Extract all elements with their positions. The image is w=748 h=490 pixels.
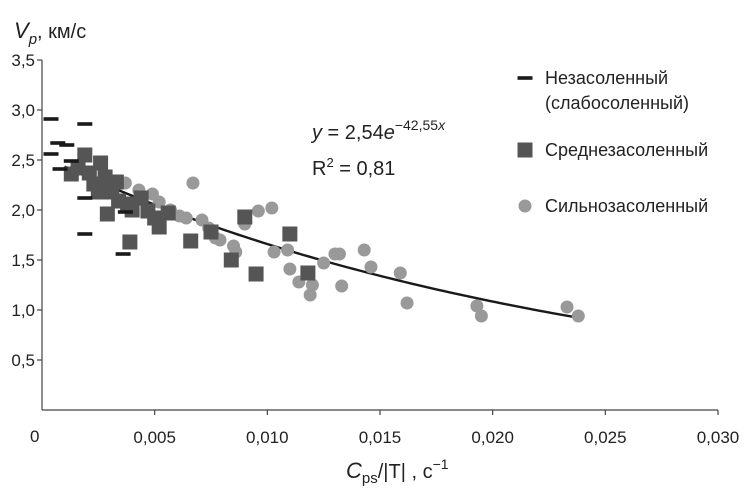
data-point-square-9: [108, 174, 124, 190]
r-squared-sup: 2: [326, 155, 333, 170]
data-point-square-19: [160, 205, 176, 221]
data-point-dash-9: [117, 210, 133, 214]
data-point-circle-19: [283, 262, 297, 276]
data-point-dash-4: [43, 152, 59, 156]
x-tick-label-2: 0,015: [359, 428, 402, 447]
data-point-circle-31: [470, 299, 484, 313]
data-point-dash-6: [63, 159, 79, 163]
y-axis-label-rest: , км/с: [37, 21, 86, 43]
data-point-square-1: [70, 160, 86, 176]
r-squared-value: = 0,81: [334, 158, 396, 180]
legend: Незасоленный (слабосоленный) Среднезасолен…: [517, 68, 708, 216]
data-point-circle-22: [305, 278, 319, 292]
legend-label-dash-1: (слабосоленный): [545, 93, 689, 113]
data-point-circle-33: [560, 300, 574, 314]
trend-equation-exp-var: x: [437, 117, 446, 133]
y-tick-label-2: 1,5: [11, 251, 35, 270]
data-point-square-23: [223, 252, 239, 268]
y-tick-label-1: 1,0: [11, 301, 35, 320]
legend-marker-dash: [517, 76, 533, 80]
x-tick-label-1: 0,010: [246, 428, 289, 447]
y-axis-label-sub: p: [28, 31, 37, 48]
data-point-circle-17: [267, 245, 281, 259]
data-point-square-18: [151, 219, 167, 235]
data-point-square-15: [133, 190, 149, 206]
data-point-square-2: [77, 147, 93, 163]
data-point-circle-29: [393, 266, 407, 280]
y-tick-label-3: 2,0: [11, 201, 35, 220]
y-tick-label-0: 0,5: [11, 351, 35, 370]
data-point-circle-26: [332, 247, 346, 261]
legend-label-circle: Сильнозасоленный: [545, 196, 708, 216]
data-point-circle-34: [571, 309, 585, 323]
data-point-circle-32: [474, 309, 488, 323]
x-tick-label-4: 0,025: [584, 428, 627, 447]
data-point-square-22: [203, 224, 219, 240]
data-point-square-10: [90, 184, 106, 200]
data-point-dash-5: [52, 167, 68, 171]
x-axis-label: Cps/|T| , с−1: [346, 456, 449, 487]
x-axis-label-sup: −1: [433, 456, 449, 472]
data-point-square-21: [183, 233, 199, 249]
y-axis-label: Vp, км/с: [14, 18, 86, 48]
x-tick-label-3: 0,020: [471, 428, 514, 447]
legend-marker-square: [517, 142, 533, 158]
data-point-square-5: [93, 155, 109, 171]
data-point-circle-7: [186, 176, 200, 190]
data-point-circle-25: [335, 279, 349, 293]
data-point-circle-27: [357, 243, 371, 257]
x-axis-label-mid: /|T| , с: [378, 461, 433, 483]
r-squared: R2 = 0,81: [312, 155, 395, 180]
trend-equation-equals: = 2,54: [322, 122, 384, 144]
trend-equation-y: y: [310, 122, 323, 144]
tick-labels: 0,005 0,010 0,015 0,020 0,025 0,030 0,5 1,0 1,5 2…: [11, 51, 739, 447]
x-axis-label-sub: ps: [362, 470, 378, 487]
data-point-circle-21: [303, 288, 317, 302]
y-tick-label-4: 2,5: [11, 151, 35, 170]
x-axis-label-main: C: [346, 458, 362, 483]
data-point-square-27: [300, 265, 316, 281]
series-circle: [118, 176, 585, 323]
data-point-circle-28: [364, 260, 378, 274]
x-tick-label-0: 0,005: [133, 428, 176, 447]
x-tick-label-5: 0,030: [697, 428, 740, 447]
data-point-dash-3: [59, 143, 75, 147]
data-point-circle-6: [179, 211, 193, 225]
trend-equation: y = 2,54e−42,55x: [310, 117, 446, 144]
data-point-dash-1: [77, 122, 93, 126]
data-points: [43, 117, 585, 323]
legend-marker-circle: [518, 199, 532, 213]
data-point-square-26: [282, 226, 298, 242]
legend-label-square: Среднезасоленный: [545, 140, 708, 160]
data-point-circle-3: [152, 195, 166, 209]
trend-equation-exponent: −42,55: [395, 117, 438, 133]
data-point-dash-0: [43, 117, 59, 121]
data-point-circle-18: [281, 243, 295, 257]
data-point-circle-15: [251, 204, 265, 218]
origin-label: 0: [30, 427, 39, 446]
data-point-square-11: [99, 206, 115, 222]
y-tick-label-6: 3,5: [11, 51, 35, 70]
r-squared-r: R: [312, 158, 326, 180]
data-point-dash-2: [50, 141, 66, 145]
data-point-dash-8: [77, 232, 93, 236]
legend-label-dash: Незасоленный: [545, 68, 668, 88]
trend-equation-base: e: [384, 122, 395, 144]
y-tick-label-5: 3,0: [11, 101, 35, 120]
data-point-circle-16: [265, 201, 279, 215]
y-axis-label-main: V: [14, 18, 31, 43]
data-point-square-24: [237, 209, 253, 225]
series-dash: [43, 117, 133, 256]
data-point-square-25: [248, 266, 264, 282]
data-point-circle-30: [400, 296, 414, 310]
data-point-dash-7: [77, 196, 93, 200]
data-point-circle-23: [317, 256, 331, 270]
series-square: [63, 147, 316, 282]
data-point-square-20: [122, 234, 138, 250]
data-point-dash-10: [115, 252, 131, 256]
ticks: [37, 59, 719, 415]
